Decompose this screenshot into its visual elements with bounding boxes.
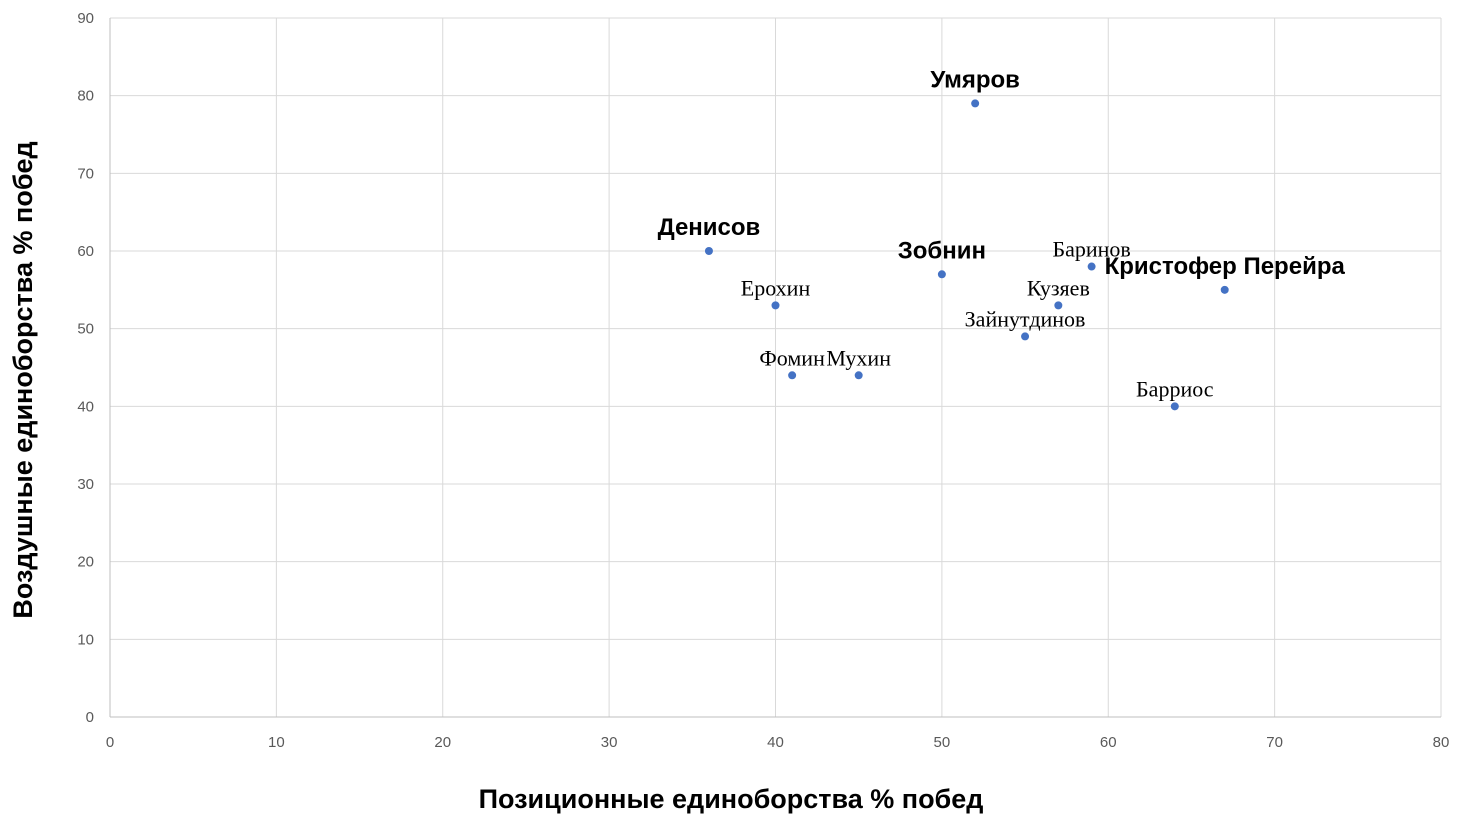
data-point [1087,262,1096,271]
x-tick-label: 20 [434,734,451,751]
x-tick-label: 10 [268,734,285,751]
data-label: Кузяев [1027,275,1090,300]
data-label: Зобнин [898,237,986,264]
data-point [1054,301,1063,310]
data-label: Ерохин [741,275,811,300]
x-tick-label: 30 [601,734,618,751]
y-tick-label: 60 [77,243,94,260]
data-point [854,371,863,380]
y-tick-label: 80 [77,88,94,105]
x-tick-label: 60 [1100,734,1117,751]
x-tick-label: 0 [106,734,114,751]
y-axis-title: Воздушные единоборства % побед [8,141,38,618]
x-tick-label: 50 [934,734,951,751]
y-tick-label: 90 [77,10,94,27]
y-tick-label: 40 [77,398,94,415]
data-point [937,270,946,279]
data-label: Фомин [759,345,825,370]
y-tick-label: 10 [77,631,94,648]
data-point [788,371,797,380]
data-points [704,99,1229,411]
data-label: Денисов [658,214,761,241]
data-label: Кристофер Перейра [1105,253,1346,280]
data-point [1170,402,1179,411]
data-label: Мухин [826,345,891,370]
x-tick-label: 80 [1433,734,1450,751]
x-axis-title: Позиционные единоборства % побед [479,784,984,814]
y-tick-label: 70 [77,165,94,182]
data-label: Баринов [1052,237,1130,262]
data-point [771,301,780,310]
y-tick-label: 20 [77,554,94,571]
tick-labels: 0 10 20 30 40 50 60 70 80 0 10 20 30 40 50 60 70 80 90 [77,10,1449,751]
data-label: Барриос [1136,376,1214,401]
y-tick-label: 0 [86,709,94,726]
grid [109,17,1442,718]
data-point [1220,285,1229,294]
y-tick-label: 50 [77,321,94,338]
data-label: Зайнутдинов [965,306,1086,331]
axes [109,18,1441,718]
data-label: Умяров [930,66,1020,93]
data-point [1021,332,1030,341]
x-tick-label: 70 [1266,734,1283,751]
y-tick-label: 30 [77,476,94,493]
data-point [704,247,713,255]
data-point [971,99,980,108]
x-tick-label: 40 [767,734,784,751]
